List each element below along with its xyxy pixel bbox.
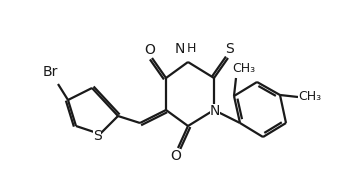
Text: S: S bbox=[93, 129, 101, 143]
Text: H: H bbox=[186, 43, 196, 56]
Text: O: O bbox=[171, 149, 181, 163]
Text: CH₃: CH₃ bbox=[232, 62, 256, 75]
Text: Br: Br bbox=[42, 65, 58, 79]
Text: CH₃: CH₃ bbox=[298, 90, 322, 103]
Text: N: N bbox=[175, 42, 185, 56]
Text: N: N bbox=[210, 104, 220, 118]
Text: O: O bbox=[145, 43, 156, 57]
Text: S: S bbox=[226, 42, 234, 56]
